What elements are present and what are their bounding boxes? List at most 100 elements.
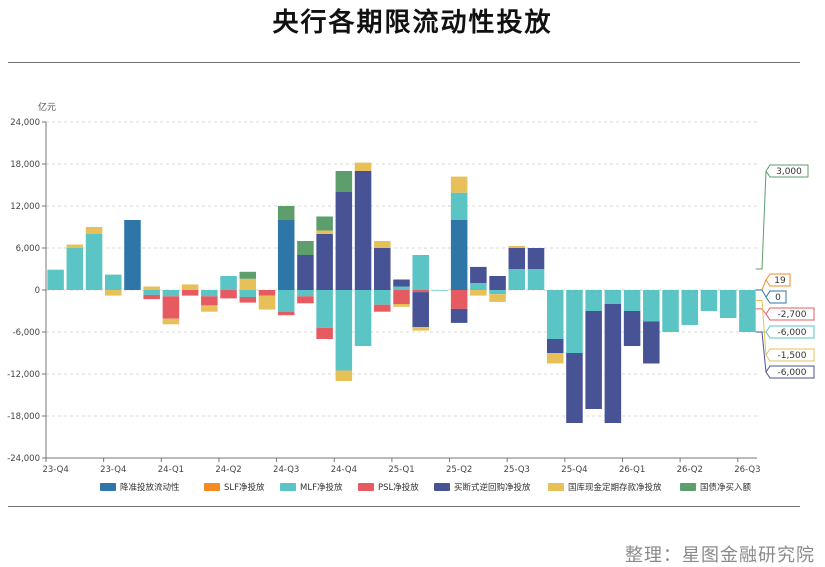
- bar-segment: [335, 192, 353, 290]
- callout-leader: [755, 170, 767, 270]
- bar-segment: [143, 286, 160, 290]
- callout-label: -6,000: [777, 368, 806, 378]
- legend-swatch: [204, 483, 220, 491]
- bar-series: [47, 162, 756, 423]
- bar-segment: [162, 318, 180, 325]
- bar-segment: [85, 234, 103, 290]
- bar-segment: [546, 353, 564, 364]
- callout-box: [765, 325, 815, 339]
- callout-leader: [755, 289, 767, 298]
- bar-segment: [277, 290, 295, 312]
- bar-segment: [566, 290, 583, 353]
- x-tick-label: 25-Q1: [388, 465, 414, 475]
- bar-segment: [335, 171, 353, 192]
- x-axis: 23-Q4 23-Q4 24-Q1 24-Q2 24-Q3 24-Q4 25-Q1 25-Q2…: [42, 457, 761, 475]
- bar-segment: [623, 311, 641, 346]
- bar-segment: [470, 283, 487, 290]
- callout-label: 19: [774, 276, 786, 286]
- bar-segment: [258, 295, 276, 310]
- y-tick-label: 12,000: [10, 202, 40, 212]
- bar-segment: [546, 290, 564, 339]
- legend-label: 国债净买入额: [700, 482, 752, 493]
- x-tick-label: 24-Q4: [331, 465, 357, 475]
- bar-segment: [297, 241, 314, 255]
- x-tick-label: 25-Q2: [446, 465, 472, 475]
- bar-segment: [393, 286, 410, 290]
- x-tick-label: 26-Q3: [734, 465, 760, 475]
- y-tick-label: 24,000: [10, 118, 40, 128]
- callout-label: 0: [775, 293, 781, 303]
- bar-segment: [643, 321, 660, 364]
- callout-box: [765, 164, 809, 178]
- chart-title: 央行各期限流动性投放: [272, 8, 553, 38]
- bar-segment: [354, 290, 372, 346]
- bar-segment: [277, 311, 295, 316]
- bar-segment: [374, 248, 391, 290]
- x-tick-label: 23-Q4: [100, 465, 126, 475]
- bar-segment: [700, 290, 718, 311]
- bar-segment: [412, 292, 429, 328]
- bar-segment: [181, 290, 199, 296]
- bar-segment: [354, 171, 372, 290]
- bar-segment: [489, 290, 506, 295]
- bar-segment: [585, 290, 602, 311]
- x-tick-label: 26-Q2: [677, 465, 703, 475]
- bar-segment: [374, 290, 391, 305]
- callout-leader: [755, 300, 767, 356]
- bar-segment: [412, 327, 429, 331]
- y-tick-label: -24,000: [7, 454, 40, 464]
- bar-segment: [239, 278, 257, 290]
- bar-segment: [508, 245, 526, 248]
- bar-segment: [450, 290, 468, 309]
- bar-segment: [566, 353, 583, 423]
- x-tick-label: 24-Q2: [215, 465, 241, 475]
- bar-segment: [316, 230, 333, 234]
- bar-segment: [162, 290, 180, 297]
- bar-segment: [739, 290, 756, 332]
- bar-segment: [412, 255, 429, 290]
- bar-segment: [412, 290, 429, 293]
- legend-swatch: [548, 483, 564, 491]
- bar-segment: [85, 227, 103, 234]
- bar-segment: [297, 255, 314, 290]
- top-divider: [8, 62, 800, 63]
- bar-segment: [258, 290, 276, 296]
- bar-segment: [335, 290, 353, 371]
- bar-segment: [450, 192, 468, 220]
- y-tick-label: -6,000: [13, 328, 40, 338]
- bar-segment: [508, 248, 526, 269]
- bar-segment: [201, 305, 218, 312]
- bar-segment: [335, 370, 353, 381]
- callout-label: 3,000: [776, 167, 802, 177]
- callout-label: -2,700: [777, 310, 806, 320]
- bar-segment: [201, 290, 218, 297]
- source-credit: 整理：星图金融研究院: [625, 545, 815, 566]
- bar-segment: [104, 290, 122, 296]
- callout-leader: [755, 279, 767, 291]
- bar-segment: [662, 290, 679, 332]
- bar-segment: [489, 294, 506, 302]
- y-tick-label: 0: [35, 286, 40, 296]
- bar-segment: [297, 296, 314, 304]
- x-tick-label: 25-Q4: [561, 465, 587, 475]
- legend-swatch: [434, 483, 450, 491]
- bar-segment: [220, 276, 237, 290]
- bar-segment: [124, 220, 141, 290]
- bar-segment: [450, 176, 468, 193]
- bar-segment: [201, 296, 218, 306]
- bar-segment: [604, 304, 622, 423]
- bar-segment: [681, 290, 699, 325]
- bar-segment: [489, 276, 506, 290]
- bar-segment: [450, 220, 468, 290]
- bar-segment: [374, 241, 391, 248]
- callout-box: [765, 365, 815, 379]
- bar-segment: [66, 248, 84, 290]
- y-tick-label: -12,000: [7, 370, 40, 380]
- bar-segment: [643, 290, 660, 322]
- callout-label: -6,000: [777, 328, 806, 338]
- y-axis: -24,000 -18,000 -12,000 -6,000 0 6,000 12,000 1…: [7, 101, 56, 464]
- legend-label: 国库现金定期存款净投放: [568, 482, 662, 493]
- liquidity-chart: -24,000 -18,000 -12,000 -6,000 0 6,000 12,000 1…: [7, 101, 815, 493]
- y-tick-label: 18,000: [10, 160, 40, 170]
- bar-segment: [47, 269, 64, 290]
